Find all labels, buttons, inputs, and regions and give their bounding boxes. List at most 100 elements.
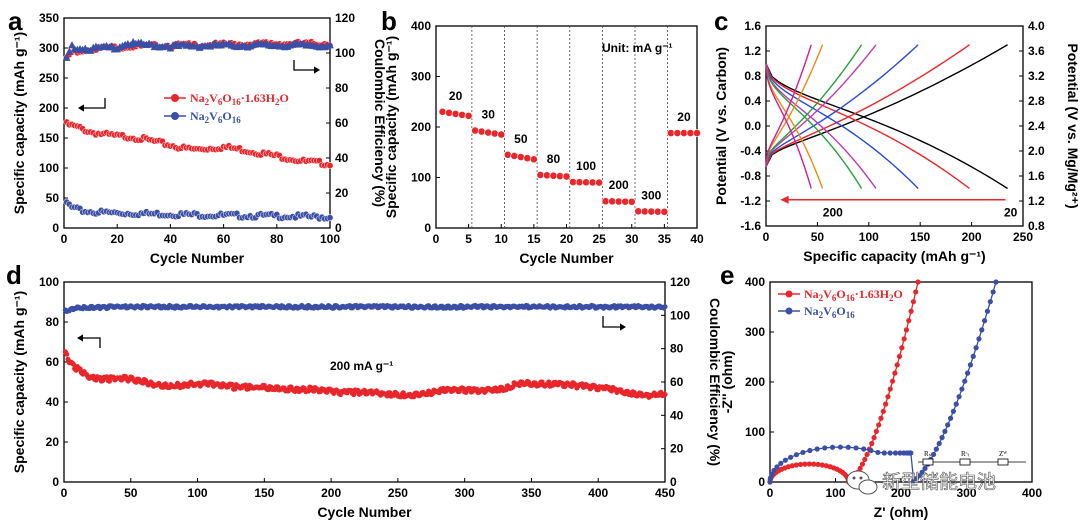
x-tick-label: 300 (455, 486, 475, 500)
y-tick-label: 0.0 (744, 119, 761, 133)
data-point (881, 450, 887, 456)
data-point (906, 318, 912, 324)
y-tick-label: 300 (411, 70, 431, 84)
data-point (930, 451, 937, 458)
resistor-rs (922, 458, 934, 466)
data-point (556, 172, 564, 181)
data-point (490, 129, 499, 138)
data-point (936, 440, 942, 447)
x-tick-label: 100 (320, 232, 340, 246)
x-tick-label: 200 (891, 486, 911, 500)
y-axis-label: Specific capacity (mAh g⁻¹) (11, 32, 27, 214)
data-point (910, 299, 917, 305)
x-tick-label: 150 (254, 486, 274, 500)
y2-tick-label: 2.4 (1028, 119, 1045, 133)
legend-marker (171, 94, 179, 102)
x-tick-label: 25 (592, 232, 606, 246)
data-point (64, 351, 70, 357)
wechat-chat-icon (846, 470, 878, 495)
data-point (962, 378, 968, 384)
data-point (640, 207, 649, 216)
data-point (608, 197, 617, 206)
data-point (647, 207, 656, 216)
left-axis-arrowhead (77, 334, 83, 342)
data-point (919, 469, 925, 475)
x-tick-label: 200 (321, 486, 341, 500)
x-tick-label: 30 (625, 232, 639, 246)
data-point (601, 197, 610, 206)
legend-marker (171, 112, 179, 120)
data-point (953, 401, 959, 407)
data-point (769, 471, 775, 477)
panel-label: d (6, 260, 22, 290)
x-tick-label: 200 (962, 230, 982, 244)
data-point (899, 345, 905, 351)
charge-curve (765, 44, 1008, 167)
y-tick-label: 200 (411, 120, 431, 134)
discharge-curve (765, 63, 812, 189)
x-tick-label: 0 (433, 232, 440, 246)
y-tick-label: 350 (39, 11, 59, 25)
y2-axis-label: Coulombic Efficiency (%) (707, 298, 723, 466)
warburg-element (997, 458, 1009, 466)
y-tick-label: 250 (39, 71, 59, 85)
data-point (778, 460, 784, 467)
data-point (883, 401, 889, 407)
x-tick-label: 250 (1013, 230, 1033, 244)
data-point (896, 353, 903, 360)
panel-label: e (720, 260, 734, 290)
x-axis-label: Cycle Number (519, 250, 614, 266)
data-point (767, 479, 773, 485)
data-point (967, 362, 974, 368)
data-point (859, 461, 866, 467)
data-point (956, 394, 962, 400)
data-point (853, 445, 859, 451)
data-point (782, 457, 788, 463)
data-point (897, 450, 903, 456)
data-point (438, 107, 447, 116)
y2-tick-label: 120 (335, 11, 355, 25)
discharge-curve (765, 63, 919, 189)
data-point (915, 279, 921, 285)
y-tick-label: 0.8 (744, 69, 761, 83)
data-point (693, 129, 701, 137)
x-tick-label: 400 (588, 486, 608, 500)
charge-curve (765, 44, 863, 167)
y-tick-label: 100 (411, 171, 431, 185)
data-point (862, 456, 868, 463)
y-tick-label: 400 (745, 275, 765, 289)
data-point (908, 450, 914, 456)
data-point (802, 461, 808, 467)
data-point (894, 362, 900, 368)
data-point (901, 336, 907, 342)
data-point (793, 452, 800, 458)
y-tick-label: 60 (46, 355, 60, 369)
y-axis-label: -Z'' (ohm) (719, 351, 735, 414)
y-tick-label: 1.6 (744, 19, 761, 33)
y-tick-label: 100 (745, 425, 765, 439)
data-point (662, 304, 668, 310)
data-point (987, 299, 993, 305)
x-axis-label: Cycle Number (150, 250, 245, 266)
data-point (667, 129, 675, 137)
y-tick-label: 50 (46, 191, 60, 205)
data-point (575, 178, 584, 187)
y-tick-label: 200 (39, 101, 59, 115)
data-point (947, 415, 954, 421)
y-tick-label: 40 (46, 395, 60, 409)
watermark: 新型储能电池 (846, 470, 996, 495)
x-axis-label: Specific capacity (mAh g⁻¹) (803, 248, 985, 264)
plot-frame (765, 25, 1024, 227)
charge-curve (765, 44, 919, 167)
data-point (885, 394, 891, 400)
y2-tick-label: 1.2 (1028, 194, 1045, 208)
x-tick-label: 150 (910, 230, 930, 244)
x-tick-label: 50 (124, 486, 138, 500)
chart-panel-e: 0 100 200 300 400 0 100 200 300 400 Z' (ohm) -Z'' (… (719, 260, 1042, 520)
data-point (774, 464, 780, 470)
data-point (950, 408, 957, 414)
y-tick-label: 0.4 (744, 94, 761, 108)
x-axis-label: Z' (ohm) (874, 504, 929, 520)
data-point (793, 462, 799, 468)
legend-label: Na2V6O16·1.63H2O (804, 287, 903, 303)
